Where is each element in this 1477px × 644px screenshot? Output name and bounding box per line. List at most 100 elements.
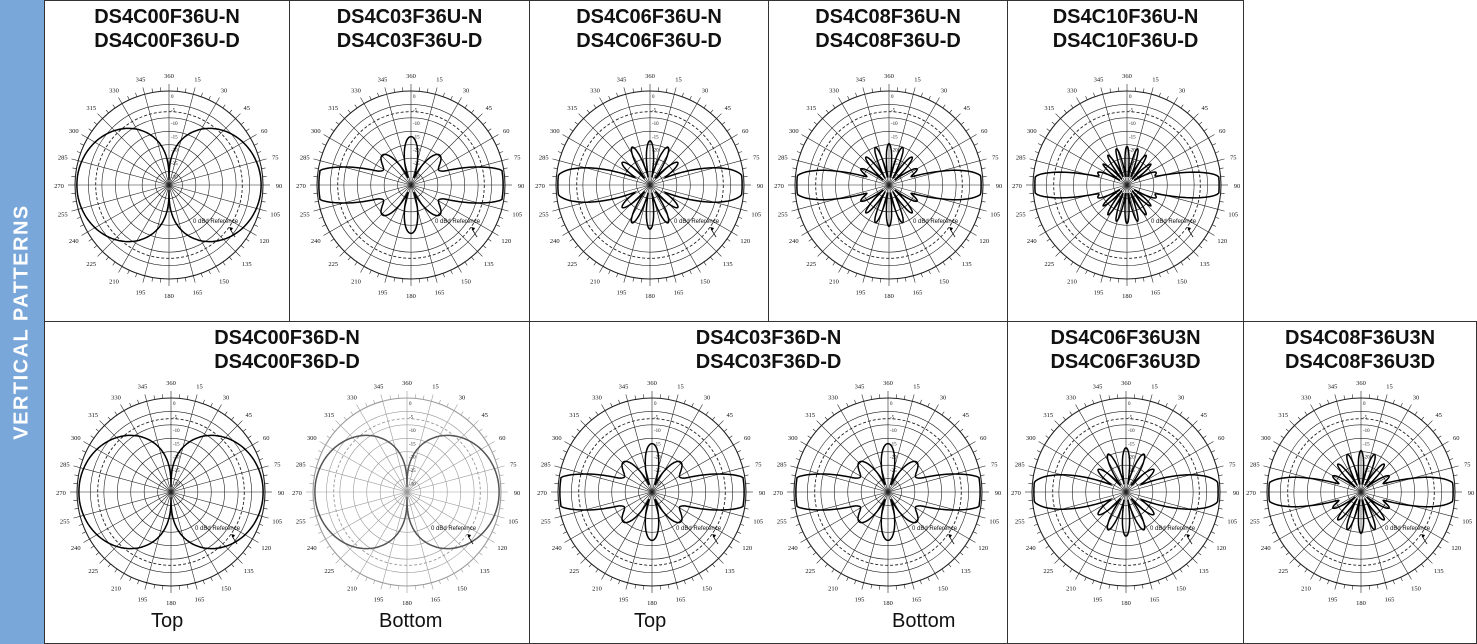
angle-label: 345 (374, 384, 384, 391)
angle-label: 60 (263, 435, 270, 442)
angle-label: 255 (539, 211, 549, 218)
ring-label: -5 (652, 108, 657, 113)
angle-label: 15 (675, 77, 682, 84)
polar-plot: 360 15 30 45 60 75 90 105 120 135 150 165 180 195 210 2… (773, 380, 1001, 607)
pattern-cell-8: DS4C06F36U3N DS4C06F36U3D 360 15 30 45 60 75 90… (1007, 321, 1244, 644)
angle-label: 285 (1016, 155, 1026, 162)
polar-plot: 360 15 30 45 60 75 90 105 120 135 150 165 180 195 210 2… (54, 73, 282, 300)
angle-label: 360 (164, 73, 174, 80)
ring-label: -20 (173, 456, 180, 461)
angle-label: 90 (514, 490, 521, 497)
angle-label: 15 (914, 77, 921, 84)
pattern-trace (796, 142, 982, 228)
angle-label: 135 (961, 568, 971, 575)
angle-label: 60 (1453, 435, 1460, 442)
angle-label: 150 (700, 278, 710, 285)
ring-label: 0 (173, 402, 176, 407)
ring-label: -15 (413, 135, 420, 140)
angle-label: 165 (1150, 596, 1160, 603)
angle-label: 300 (788, 435, 798, 442)
angle-label: 150 (938, 585, 948, 592)
angle-label: 45 (727, 412, 734, 419)
ring-label: -30 (654, 483, 661, 488)
angle-label: 105 (990, 211, 1000, 218)
angle-label: 300 (69, 128, 79, 135)
angle-label: 30 (459, 395, 466, 402)
angle-label: 15 (194, 77, 201, 84)
angle-label: 60 (503, 128, 510, 135)
angle-label: 105 (989, 518, 999, 525)
angle-label: 240 (307, 545, 317, 552)
angle-label: 165 (674, 289, 684, 296)
angle-label: 255 (541, 518, 551, 525)
cell-title: DS4C00F36D-N DS4C00F36D-D (214, 327, 360, 373)
polar-grid (787, 391, 989, 593)
angle-label: 240 (69, 238, 79, 245)
angle-label: 180 (645, 293, 655, 300)
angle-label: 300 (307, 435, 317, 442)
angle-label: 210 (590, 278, 600, 285)
angle-label: 60 (981, 128, 988, 135)
angle-label: 15 (196, 384, 203, 391)
ring-label: -20 (171, 149, 178, 154)
angle-label: 30 (463, 88, 470, 95)
angle-label: 60 (261, 128, 268, 135)
angle-label: 210 (592, 585, 602, 592)
reference-label: 0 dBd Reference (193, 219, 239, 225)
angle-label: 255 (300, 211, 310, 218)
angle-label: 165 (431, 596, 441, 603)
pattern-cell-5: DS4C10F36U-N DS4C10F36U-D 360 15 30 45 60 75 90… (1007, 0, 1244, 322)
reference-label: 0 dBd Reference (435, 219, 481, 225)
angle-label: 270 (292, 490, 302, 497)
angle-label: 285 (60, 462, 70, 469)
reference-label: 0 dBd Reference (674, 219, 720, 225)
ring-label: -20 (413, 149, 420, 154)
angle-label: 345 (1093, 384, 1103, 391)
ring-label: -30 (413, 176, 420, 181)
angle-label: 255 (1250, 518, 1260, 525)
side-band: VERTICAL PATTERNS (0, 0, 44, 644)
angle-label: 315 (567, 105, 577, 112)
angle-label: 135 (480, 568, 490, 575)
angle-label: 135 (962, 261, 972, 268)
ring-label: -20 (1129, 149, 1136, 154)
angle-label: 105 (751, 211, 761, 218)
angle-label: 120 (742, 545, 752, 552)
polar-grid (68, 84, 270, 286)
angle-label: 180 (884, 293, 894, 300)
reference-label: 0 dBd Reference (195, 526, 241, 532)
angle-label: 285 (778, 155, 788, 162)
angle-label: 330 (590, 88, 600, 95)
cell-title: DS4C08F36U-N DS4C08F36U-D (815, 6, 961, 52)
pattern-cell-9: DS4C08F36U3N DS4C08F36U3D 360 15 30 45 60 75 90… (1243, 321, 1477, 644)
angle-label: 330 (828, 395, 838, 402)
pattern-trace (318, 135, 504, 235)
ring-label: -5 (413, 108, 418, 113)
angle-label: 60 (1218, 435, 1225, 442)
angle-label: 345 (619, 384, 629, 391)
angle-label: 30 (940, 395, 947, 402)
angle-label: 105 (508, 518, 518, 525)
angle-label: 225 (1278, 568, 1288, 575)
ring-label: -30 (890, 483, 897, 488)
angle-label: 180 (406, 293, 416, 300)
angle-label: 210 (1066, 585, 1076, 592)
angle-label: 30 (1178, 395, 1185, 402)
ring-label: -5 (173, 415, 178, 420)
angle-label: 285 (1250, 462, 1260, 469)
cell-title: DS4C08F36U3N DS4C08F36U3D (1284, 327, 1436, 373)
angle-label: 240 (550, 238, 560, 245)
caption-bottom: Bottom (892, 610, 956, 632)
ring-label: -10 (171, 122, 178, 127)
angle-label: 330 (1066, 395, 1076, 402)
ring-label: -15 (1129, 135, 1136, 140)
angle-label: 45 (1201, 412, 1208, 419)
angle-label: 300 (1026, 435, 1036, 442)
angle-label: 345 (1328, 384, 1338, 391)
angle-label: 225 (569, 568, 579, 575)
angle-label: 75 (1230, 155, 1237, 162)
angle-label: 120 (979, 238, 989, 245)
angle-label: 195 (1093, 596, 1103, 603)
caption-top: Top (634, 610, 667, 632)
angle-label: 225 (567, 261, 577, 268)
